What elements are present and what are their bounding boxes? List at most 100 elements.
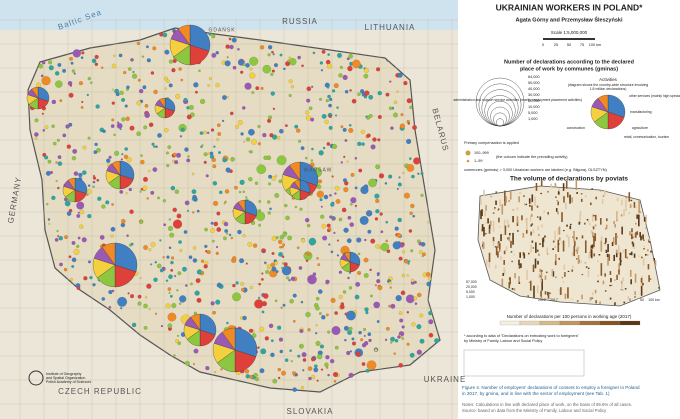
commune-symbol	[143, 125, 148, 130]
commune-symbol	[366, 133, 371, 138]
commune-symbol	[302, 369, 305, 372]
pie-wedge	[199, 313, 217, 336]
commune-symbol	[313, 367, 319, 373]
inset-bar	[620, 288, 623, 291]
inset-bar	[587, 267, 590, 269]
commune-symbol	[413, 157, 421, 165]
commune-symbol	[247, 242, 253, 247]
inset-bar	[535, 182, 538, 191]
pie-wedge	[343, 251, 351, 263]
commune-symbol	[256, 164, 267, 175]
commune-symbol	[368, 114, 373, 118]
inset-legend-label: 57,000	[466, 280, 477, 284]
inset-bar	[547, 294, 550, 299]
commune-symbol	[284, 358, 289, 362]
inset-bar	[570, 223, 572, 226]
commune-symbol	[343, 325, 349, 331]
commune-symbol	[176, 334, 180, 337]
inset-bar	[615, 232, 617, 245]
commune-symbol	[56, 138, 60, 142]
commune-symbol	[396, 233, 402, 238]
commune-symbol	[305, 259, 309, 262]
inset-bar	[628, 192, 631, 202]
commune-symbol	[163, 76, 168, 81]
commune-symbol	[171, 68, 176, 73]
commune-symbol	[328, 227, 332, 231]
commune-symbol	[198, 69, 201, 73]
commune-symbol	[411, 322, 416, 327]
commune-symbol	[314, 364, 318, 368]
commune-symbol	[49, 170, 53, 174]
inset-bar	[625, 196, 628, 199]
commune-symbol	[111, 88, 114, 91]
commune-symbol	[207, 84, 210, 87]
commune-symbol	[38, 63, 44, 69]
commune-symbol	[305, 115, 312, 121]
commune-symbol	[238, 190, 242, 194]
commune-symbol	[244, 82, 252, 90]
commune-symbol	[87, 214, 92, 219]
commune-symbol	[73, 248, 80, 255]
commune-symbol	[132, 70, 135, 73]
inset-bar	[539, 216, 542, 221]
commune-symbol	[410, 278, 415, 283]
inset-bar	[628, 212, 630, 214]
inset-bar	[616, 211, 619, 220]
inset-bar	[528, 281, 531, 283]
commune-symbol	[354, 156, 358, 160]
commune-symbol	[148, 122, 154, 128]
commune-symbol	[174, 189, 179, 194]
commune-symbol	[125, 192, 128, 195]
commune-symbol	[140, 187, 144, 191]
inset-bar	[646, 254, 649, 256]
inset-bar	[600, 263, 603, 276]
commune-symbol	[174, 160, 179, 165]
commune-symbol	[285, 215, 290, 221]
commune-symbol	[260, 86, 264, 90]
commune-symbol	[348, 53, 353, 59]
commune-symbol	[249, 375, 254, 379]
commune-symbol	[216, 227, 222, 232]
inset-bar	[573, 240, 576, 247]
commune-symbol	[398, 176, 401, 179]
commune-symbol	[179, 248, 183, 253]
commune-symbol	[142, 185, 148, 191]
commune-symbol	[63, 267, 68, 272]
commune-symbol	[148, 308, 151, 311]
commune-symbol	[41, 112, 44, 115]
commune-symbol	[69, 56, 73, 61]
commune-symbol	[191, 172, 195, 176]
commune-symbol	[417, 292, 422, 298]
commune-symbol	[101, 297, 106, 301]
inset-bar	[623, 209, 625, 217]
inset-bar	[536, 216, 539, 218]
inset-bar	[633, 233, 636, 239]
commune-symbol	[168, 218, 171, 221]
commune-symbol	[321, 315, 326, 320]
commune-symbol	[175, 339, 180, 344]
inset-bar	[557, 239, 560, 252]
inset-bar	[594, 289, 597, 294]
inset-bar	[534, 258, 537, 269]
inset-bar	[547, 291, 549, 296]
commune-symbol	[338, 217, 343, 222]
inset-bar	[503, 250, 506, 255]
inset-bar	[602, 195, 605, 197]
commune-symbol	[327, 373, 330, 377]
commune-symbol	[86, 93, 89, 97]
inset-bar	[629, 204, 632, 208]
commune-symbol	[235, 281, 239, 285]
inset-bar	[526, 269, 528, 280]
map-label: GDAŃSK	[208, 26, 235, 33]
commune-symbol	[335, 114, 338, 117]
commune-symbol	[331, 175, 334, 178]
commune-symbol	[419, 313, 424, 318]
commune-symbol	[115, 92, 120, 97]
commune-symbol	[248, 328, 254, 333]
commune-symbol	[263, 293, 269, 299]
commune-symbol	[121, 97, 126, 102]
commune-symbol	[157, 196, 160, 200]
commune-symbol	[274, 261, 279, 265]
commune-symbol	[374, 348, 378, 352]
inset-bar	[621, 199, 623, 206]
